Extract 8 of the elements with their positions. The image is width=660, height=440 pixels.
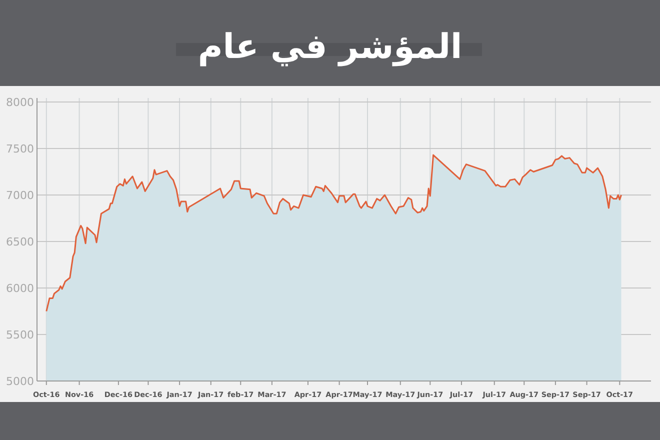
chart-title: المؤشر في عام: [198, 27, 462, 67]
y-tick-label: 6000: [6, 282, 34, 295]
y-tick-label: 5500: [6, 328, 34, 342]
y-tick-label: 7000: [6, 189, 34, 202]
y-tick-label: 8000: [6, 96, 34, 109]
y-tick-label: 5000: [6, 375, 34, 388]
y-tick-label: 6500: [6, 236, 34, 248]
y-tick-label: 7500: [6, 142, 34, 156]
